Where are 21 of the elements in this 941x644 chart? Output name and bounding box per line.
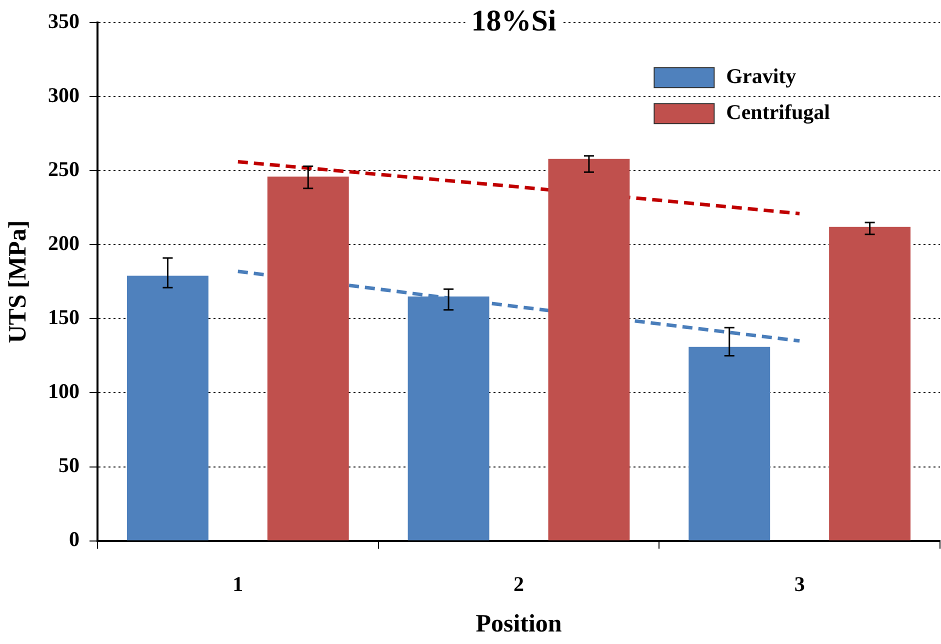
y-tick-label: 200 xyxy=(48,231,80,256)
bar xyxy=(267,176,349,540)
y-tick-label: 0 xyxy=(69,527,80,552)
bar xyxy=(548,158,630,540)
x-tick-label: 3 xyxy=(794,572,805,596)
bar xyxy=(829,226,911,540)
y-axis-title: UTS [MPa] xyxy=(4,220,32,344)
y-tick-label: 150 xyxy=(48,305,80,330)
y-tick-label: 350 xyxy=(48,9,80,34)
bar xyxy=(688,346,770,540)
legend-label: Gravity xyxy=(726,64,797,88)
legend-label: Centrifugal xyxy=(726,100,830,124)
y-tick-label: 300 xyxy=(48,83,80,108)
y-tick-label: 50 xyxy=(58,453,80,478)
x-tick-label: 1 xyxy=(232,572,244,596)
chart-title: 18%Si xyxy=(471,4,556,38)
y-tick-label: 100 xyxy=(48,379,80,404)
bar xyxy=(126,276,208,540)
y-tick-label: 250 xyxy=(48,157,80,182)
x-tick-label: 2 xyxy=(514,572,524,596)
x-axis-title: Position xyxy=(476,610,562,638)
